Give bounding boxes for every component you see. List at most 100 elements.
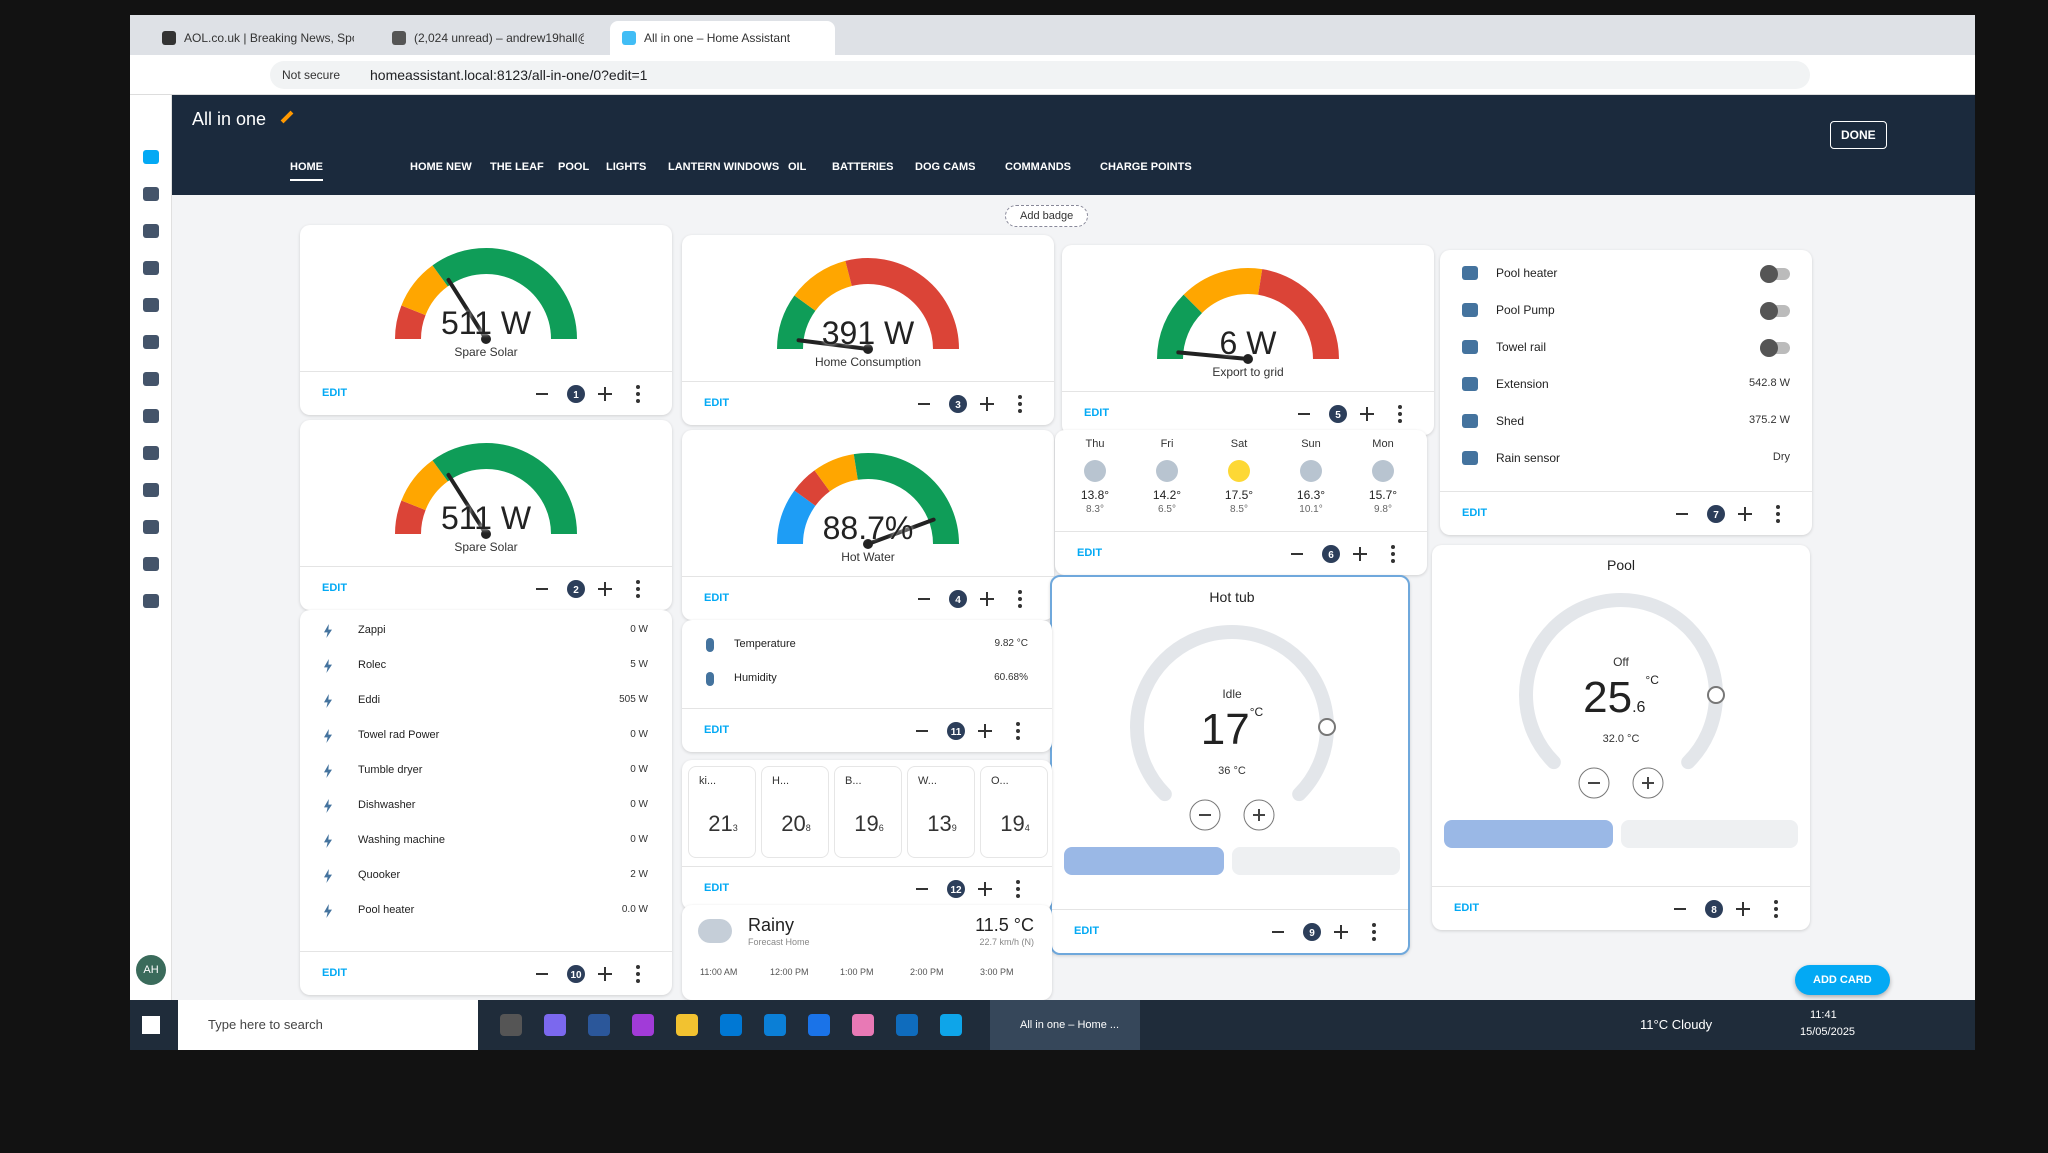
add-badge[interactable]: Add badge xyxy=(1005,205,1089,227)
menu-dot xyxy=(1391,559,1395,563)
start-button[interactable] xyxy=(142,1016,160,1034)
sidebar-icon[interactable] xyxy=(143,335,159,349)
menu-dot xyxy=(1372,923,1376,927)
edit-button[interactable]: EDIT xyxy=(322,582,348,594)
entity-state: 2 W xyxy=(630,869,648,880)
gauge-segment xyxy=(432,443,577,535)
entity-name: Pool heater xyxy=(358,904,415,916)
weather-condition: Rainy xyxy=(748,915,795,935)
view-tab[interactable]: COMMANDS xyxy=(1005,161,1071,173)
edit-button[interactable]: EDIT xyxy=(322,967,348,979)
taskbar-app[interactable] xyxy=(764,1014,786,1036)
footer-icons: 10 xyxy=(536,965,640,983)
sidebar-icon[interactable] xyxy=(143,409,159,423)
view-tab[interactable]: OIL xyxy=(788,161,807,173)
view-tab[interactable]: DOG CAMS xyxy=(915,161,976,173)
sidebar-icon[interactable] xyxy=(143,520,159,534)
position-badge xyxy=(1322,545,1340,563)
sidebar-icon[interactable] xyxy=(143,483,159,497)
avatar[interactable]: AH xyxy=(136,955,166,985)
mode-heat[interactable] xyxy=(1232,847,1400,875)
gauge-segment xyxy=(853,453,959,545)
taskbar-app[interactable] xyxy=(544,1014,566,1036)
edit-button[interactable]: EDIT xyxy=(1084,407,1110,419)
edit-button[interactable]: EDIT xyxy=(1454,902,1480,914)
sidebar-icon[interactable] xyxy=(143,261,159,275)
edit-button[interactable]: EDIT xyxy=(704,882,730,894)
view-tab[interactable]: POOL xyxy=(558,161,590,173)
view-tab[interactable]: BATTERIES xyxy=(832,161,894,173)
done-button[interactable]: DONE xyxy=(1830,121,1887,149)
browser-tab[interactable]: All in one – Home Assistant xyxy=(610,21,835,55)
mode-power[interactable] xyxy=(1064,847,1224,875)
menu-dot xyxy=(1774,900,1778,904)
edit-button[interactable]: EDIT xyxy=(1077,547,1103,559)
menu-dot xyxy=(1398,412,1402,416)
omnibox[interactable]: Not secure homeassistant.local:8123/all-i… xyxy=(270,61,1810,89)
add-card-button[interactable]: ADD CARD xyxy=(1795,965,1890,995)
taskbar-app[interactable] xyxy=(852,1014,874,1036)
gauge-card: 88.7% Hot Water EDIT 4 xyxy=(682,430,1054,620)
edit-button[interactable]: EDIT xyxy=(322,387,348,399)
sidebar-icon[interactable] xyxy=(143,372,159,386)
tile-name: H... xyxy=(772,775,790,787)
forecast-high: 17.5° xyxy=(1224,488,1254,502)
toggle[interactable] xyxy=(1760,302,1790,320)
card-footer: EDIT 7 xyxy=(1440,491,1812,535)
edit-button[interactable]: EDIT xyxy=(704,397,730,409)
taskbar-app[interactable] xyxy=(632,1014,654,1036)
taskbar-app[interactable] xyxy=(896,1014,918,1036)
sidebar-icon[interactable] xyxy=(143,446,159,460)
weather-icon xyxy=(1156,460,1178,482)
view-tab[interactable]: HOME NEW xyxy=(410,161,472,173)
menu-dot xyxy=(636,399,640,403)
edit-button[interactable]: EDIT xyxy=(704,724,730,736)
forecast-hour: 12:00 PM xyxy=(770,967,809,977)
mode-heat[interactable] xyxy=(1621,820,1798,848)
edit-button[interactable]: EDIT xyxy=(1462,507,1488,519)
menu-dot xyxy=(1018,402,1022,406)
edit-button[interactable]: EDIT xyxy=(1074,925,1100,937)
view-tab[interactable]: CHARGE POINTS xyxy=(1100,161,1192,173)
search-box[interactable]: Type here to search xyxy=(178,1000,478,1050)
active-window[interactable]: All in one – Home ... xyxy=(990,1000,1140,1050)
sidebar-icon[interactable] xyxy=(143,298,159,312)
tile-name: ki... xyxy=(699,775,717,787)
sidebar-icon[interactable] xyxy=(143,187,159,201)
sidebar-icon[interactable] xyxy=(143,224,159,238)
forecast-hour: 1:00 PM xyxy=(840,967,874,977)
taskbar-app[interactable] xyxy=(500,1014,522,1036)
view-tab[interactable]: THE LEAF xyxy=(490,161,544,173)
forecast-card: Thu 13.8° 8.3° Fri 14.2° 6.5° Sat 17.5° 8.5° Sun 1… xyxy=(1055,430,1427,575)
toggle[interactable] xyxy=(1760,339,1790,357)
taskbar-app[interactable] xyxy=(720,1014,742,1036)
view-tab[interactable]: HOME xyxy=(290,161,323,181)
browser-tab[interactable]: AOL.co.uk | Breaking News, Spo xyxy=(150,21,375,55)
toggle[interactable] xyxy=(1760,265,1790,283)
entity-icon xyxy=(1462,377,1478,391)
taskbar-app[interactable] xyxy=(676,1014,698,1036)
view-tab[interactable]: LIGHTS xyxy=(606,161,647,173)
taskbar-app[interactable] xyxy=(588,1014,610,1036)
sensor-tile: W... 139 xyxy=(907,766,975,858)
edit-button[interactable]: EDIT xyxy=(704,592,730,604)
position-number: 10 xyxy=(570,970,582,981)
view-tab[interactable]: LANTERN WINDOWS xyxy=(668,161,780,173)
forecast-hour: 3:00 PM xyxy=(980,967,1014,977)
gauge-segment xyxy=(432,248,577,340)
forecast-low: 10.1° xyxy=(1299,504,1323,515)
taskbar-app[interactable] xyxy=(940,1014,962,1036)
sidebar-icon[interactable] xyxy=(143,594,159,608)
card-footer: EDIT 5 xyxy=(1062,391,1434,435)
browser-tab[interactable]: (2,024 unread) – andrew19hall@ xyxy=(380,21,605,55)
sidebar-icon[interactable] xyxy=(143,557,159,571)
entity-name: Towel rad Power xyxy=(358,729,440,741)
power-card: Zappi 0 W Rolec 5 W Eddi 505 W Towel rad Power… xyxy=(300,610,672,995)
taskbar-app[interactable] xyxy=(808,1014,830,1036)
gauge-value: 6 W xyxy=(1219,325,1277,361)
sidebar-icon[interactable] xyxy=(143,150,159,164)
entity-state: 60.68% xyxy=(994,672,1028,683)
mode-power[interactable] xyxy=(1444,820,1613,848)
gauge-value: 511 W xyxy=(440,305,532,341)
